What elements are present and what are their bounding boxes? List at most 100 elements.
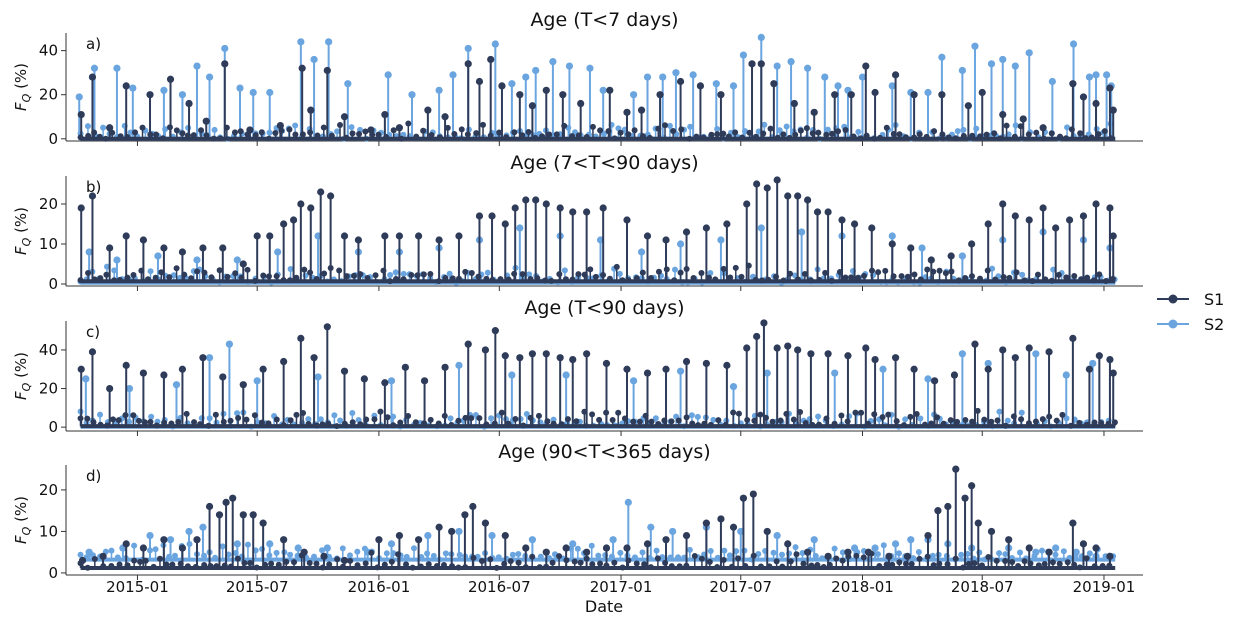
data-point (717, 515, 725, 523)
background-point (100, 124, 107, 131)
background-point (993, 557, 1000, 564)
data-point (274, 248, 282, 256)
background-point (896, 131, 903, 138)
background-point (272, 130, 279, 137)
data-point (938, 53, 946, 61)
data-point (562, 371, 570, 379)
background-point (156, 555, 163, 562)
background-point (171, 552, 178, 559)
data-point (259, 519, 267, 527)
background-point (842, 274, 849, 281)
data-point (1025, 344, 1033, 352)
data-point (239, 381, 247, 389)
background-point (908, 560, 915, 567)
data-point (1092, 71, 1100, 79)
background-point (1064, 124, 1071, 131)
background-point (357, 421, 364, 428)
data-point (974, 519, 982, 527)
background-point (495, 554, 502, 561)
background-point (371, 416, 378, 423)
data-point (498, 82, 506, 90)
background-point (561, 267, 568, 274)
data-point (325, 38, 333, 46)
background-point (720, 265, 727, 272)
data-point (676, 240, 685, 248)
background-point (111, 267, 118, 274)
data-point (246, 126, 254, 134)
background-point (411, 545, 418, 552)
background-point (783, 123, 790, 130)
data-point (599, 204, 607, 212)
data-point (871, 355, 879, 364)
background-point (686, 135, 693, 142)
background-point (293, 274, 300, 281)
background-point (571, 558, 578, 565)
data-point (222, 498, 230, 506)
data-point (449, 71, 457, 79)
data-point (511, 204, 519, 212)
data-point (821, 73, 829, 81)
background-point (589, 561, 596, 568)
data-point (1069, 519, 1077, 527)
data-point (910, 365, 918, 373)
background-point (755, 550, 762, 557)
data-point (1109, 369, 1117, 377)
data-point (682, 228, 691, 236)
data-point (753, 332, 761, 341)
data-point (1085, 73, 1094, 81)
data-point (748, 60, 756, 68)
data-point (999, 110, 1007, 119)
background-point (347, 557, 354, 564)
background-point (243, 416, 250, 423)
background-point (305, 416, 312, 423)
background-point (188, 275, 195, 282)
background-point (929, 552, 936, 559)
data-point (239, 260, 247, 268)
data-point (606, 86, 614, 94)
background-point (311, 553, 318, 560)
data-point (340, 556, 349, 565)
background-point (974, 407, 981, 414)
data-point (491, 40, 499, 48)
data-point (367, 126, 375, 134)
background-point (349, 130, 356, 137)
background-point (442, 274, 449, 281)
data-point (280, 536, 288, 544)
data-point (599, 86, 607, 94)
data-point (999, 200, 1007, 208)
background-point (769, 418, 776, 425)
background-point (349, 409, 356, 416)
background-point (619, 277, 626, 284)
data-point (1103, 71, 1111, 79)
background-point (787, 558, 794, 565)
data-point (763, 184, 771, 192)
series-s1 (77, 465, 1116, 571)
background-point (1002, 557, 1009, 564)
background-point (1071, 272, 1078, 279)
background-point (936, 267, 943, 274)
background-point (84, 415, 91, 422)
background-point (153, 422, 160, 429)
background-point (569, 133, 576, 140)
background-point (314, 132, 321, 139)
background-point (115, 417, 122, 424)
data-point (784, 192, 792, 200)
data-point (1025, 216, 1033, 224)
x-tick-label: 2016-07 (468, 578, 531, 596)
background-point (839, 557, 846, 564)
background-point (462, 414, 469, 421)
background-point (444, 124, 451, 131)
data-point (586, 64, 594, 72)
background-point (287, 277, 294, 284)
background-point (808, 562, 815, 569)
background-point (707, 269, 714, 276)
background-point (525, 128, 532, 135)
data-point (757, 224, 765, 232)
data-point (146, 531, 154, 540)
data-point (803, 196, 812, 204)
data-point (236, 84, 244, 92)
y-axis-label: FQ (%) (12, 63, 33, 111)
data-point (219, 373, 227, 381)
background-point (882, 267, 889, 274)
background-point (1018, 416, 1025, 423)
